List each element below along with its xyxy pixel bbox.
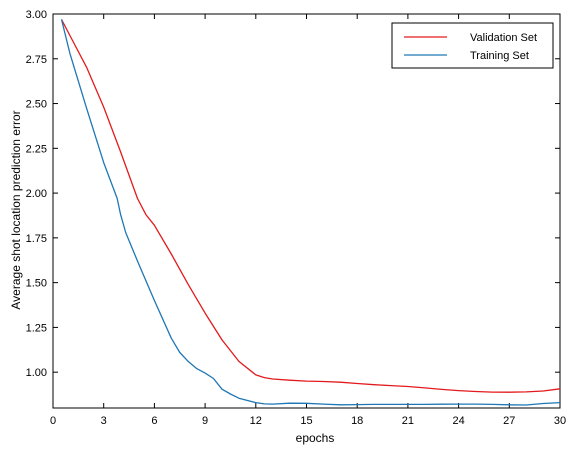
x-tick-label: 9 (202, 415, 208, 427)
x-tick-label: 6 (151, 415, 157, 427)
x-tick-label: 21 (402, 415, 414, 427)
y-tick-label: 3.00 (26, 9, 47, 21)
x-tick-label: 30 (554, 415, 566, 427)
y-tick-label: 2.25 (26, 143, 47, 155)
training-set-line (60, 19, 561, 406)
legend: Validation Set Training Set (391, 22, 554, 69)
x-axis-label: epochs (296, 431, 335, 445)
y-tick-label: 2.50 (26, 99, 47, 111)
y-tick-label: 1.00 (26, 367, 47, 379)
validation-set-line (60, 19, 561, 393)
legend-box (391, 22, 554, 69)
x-tick-label: 15 (300, 415, 312, 427)
x-tick-label: 24 (452, 415, 464, 427)
y-tick-label: 2.00 (26, 188, 47, 200)
x-tick-label: 18 (351, 415, 363, 427)
y-tick-label: 1.75 (26, 233, 47, 245)
x-tick-label: 3 (101, 415, 107, 427)
y-tick-label: 2.75 (26, 54, 47, 66)
legend-label-validation-set: Validation Set (470, 32, 537, 44)
y-axis-label: Average shot location prediction error (9, 110, 23, 309)
legend-label-training-set: Training Set (470, 50, 529, 62)
x-tick-label: 27 (503, 415, 515, 427)
y-tick-label: 1.25 (26, 322, 47, 334)
plot-frame (52, 13, 561, 409)
x-tick-label: 12 (250, 415, 262, 427)
plot-area: 0 3 6 9 12 15 18 21 24 27 30 1.00 1.25 1.50 1.75 2.00 2.… (26, 9, 567, 427)
y-tick-label: 1.50 (26, 278, 47, 290)
x-tick-label: 0 (50, 415, 56, 427)
